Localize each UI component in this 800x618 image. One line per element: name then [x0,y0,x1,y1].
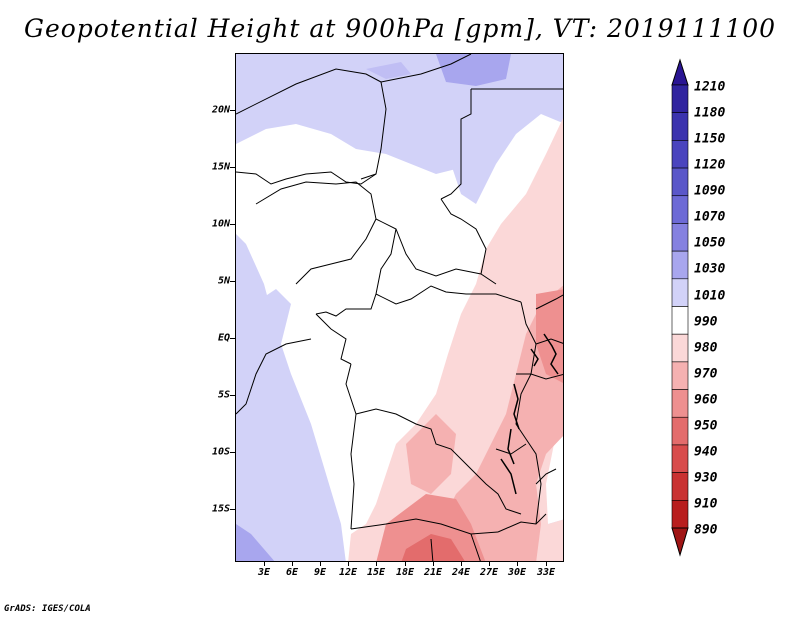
lat-label: 10N [211,218,230,230]
colorbar-cell [671,444,689,473]
colorbar-label: 1120 [694,157,726,173]
lat-label: 20N [211,104,230,116]
colorbar-cell [671,167,689,197]
colorbar-label: 890 [694,522,718,538]
colorbar-cell [671,278,689,307]
colorbar-cell [671,84,689,113]
field-1030-sw [236,524,275,561]
colorbar-label: 990 [694,314,718,330]
lat-tick [230,224,235,225]
colorbar-label: 980 [694,340,718,356]
colorbar-cell [671,361,689,390]
colorbar-label: 1030 [694,261,726,277]
colorbar-label: 950 [694,418,718,434]
lat-label: 5N [217,275,230,287]
map-panel [235,53,564,562]
colorbar-label: 940 [694,444,718,460]
lon-label: 6E [285,567,299,578]
colorbar-label: 1180 [694,105,726,121]
grads-credit: GrADS: IGES/COLA [4,604,91,614]
colorbar-label: 960 [694,392,718,408]
lon-label: 27E [479,567,499,578]
colorbar-cell [671,140,689,169]
lon-tick [376,562,377,566]
lat-tick [230,338,235,339]
lat-tick [230,509,235,510]
lon-label: 30E [507,567,527,578]
lon-label: 12E [338,567,358,578]
lon-tick [320,562,321,566]
lat-label: 5S [217,389,230,401]
field-1010-northeast [451,54,563,204]
lon-tick [348,562,349,566]
colorbar-label: 1050 [694,235,726,251]
map-canvas [236,54,563,561]
colorbar-cell [671,223,689,252]
colorbar-cell [671,416,689,446]
lat-label: 10S [211,446,230,458]
lon-label: 21E [423,567,443,578]
colorbar-label: 1090 [694,183,726,199]
lon-label: 24E [451,567,471,578]
field-1010-guinea [236,289,291,354]
colorbar-cell [671,306,689,335]
lat-tick [230,110,235,111]
field-960-lakes [536,289,563,383]
lon-label: 33E [536,567,556,578]
colorbar-label: 1150 [694,131,726,147]
lat-tick [230,452,235,453]
field-1010-west [236,234,346,561]
lat-label: EQ [217,332,230,344]
lon-label: 3E [257,567,271,578]
lon-tick [264,562,265,566]
lat-tick [230,167,235,168]
lon-tick [517,562,518,566]
colorbar-bottom-arrow [671,527,689,557]
map-title: Geopotential Height at 900hPa [gpm], VT:… [23,14,777,43]
colorbar-cell [671,195,689,224]
lat-tick [230,395,235,396]
lon-tick [292,562,293,566]
lakes [500,333,559,495]
lon-tick [433,562,434,566]
lon-tick [405,562,406,566]
lon-label: 15E [366,567,386,578]
colorbar-cells [671,84,689,529]
colorbar-label: 1070 [694,209,726,225]
field-950-south [401,534,465,561]
colorbar-cell [671,500,689,529]
colorbar-cell [671,472,689,501]
lat-label: 15S [211,503,230,515]
colorbar-label: 970 [694,366,718,382]
lat-label: 15N [211,161,230,173]
field-970-central [406,414,456,494]
lon-label: 9E [313,567,327,578]
colorbar-top-arrow [671,58,689,86]
height-field [236,54,563,561]
field-1030-north2 [366,62,411,79]
lon-label: 18E [395,567,415,578]
colorbar-label: 1210 [694,79,726,95]
field-960-south [376,494,486,561]
colorbar-label: 1010 [694,288,726,304]
colorbar-cell [671,389,689,418]
lat-tick [230,281,235,282]
colorbar [671,58,689,557]
lon-tick [461,562,462,566]
colorbar-label: 930 [694,470,718,486]
field-970-east [431,285,563,561]
lon-tick [546,562,547,566]
colorbar-cell [671,112,689,141]
colorbar-cell [671,333,689,363]
colorbar-label: 910 [694,496,718,512]
lon-tick [489,562,490,566]
colorbar-cell [671,250,689,280]
country-borders [236,54,563,561]
